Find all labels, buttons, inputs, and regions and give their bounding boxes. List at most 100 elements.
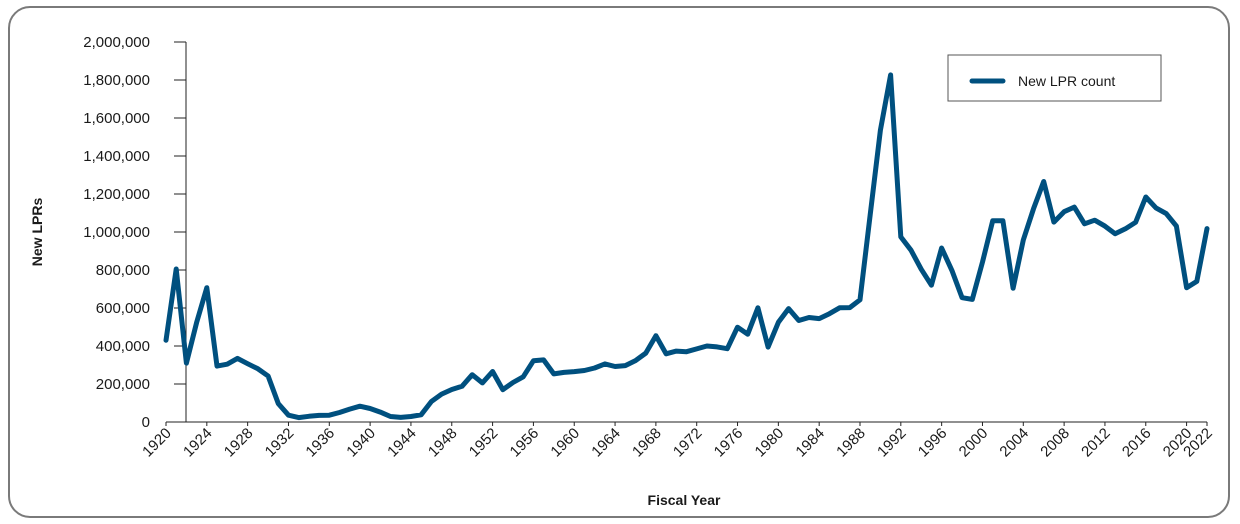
legend-label: New LPR count [1018, 73, 1115, 89]
data-point [848, 306, 852, 310]
data-point [950, 268, 954, 272]
data-point [1032, 207, 1035, 211]
x-tick-label: 1976 [711, 425, 747, 461]
data-point [695, 347, 699, 351]
data-point [940, 246, 944, 250]
data-point [389, 415, 392, 418]
x-tick-label: 2008 [1037, 425, 1073, 461]
data-point [572, 370, 576, 374]
x-tick-label: 1964 [588, 425, 624, 461]
x-tick-label: 1956 [507, 425, 543, 461]
y-tick-label: 1,400,000 [83, 148, 150, 165]
data-point [593, 366, 597, 370]
data-point [1093, 218, 1097, 222]
data-point [960, 296, 964, 300]
data-point [307, 414, 311, 418]
y-tick-label: 1,800,000 [83, 72, 150, 89]
y-tick-label: 2,000,000 [83, 34, 150, 51]
data-point [450, 388, 454, 391]
x-tick-label: 2012 [1078, 425, 1114, 461]
data-point [174, 267, 178, 271]
x-tick-label: 2016 [1119, 425, 1155, 461]
x-tick-label: 1924 [180, 425, 216, 461]
data-point [225, 362, 229, 366]
data-point [889, 73, 893, 77]
x-tick-label: 2000 [956, 425, 992, 461]
data-point [654, 334, 658, 338]
data-point [1185, 286, 1189, 290]
data-point [1164, 212, 1168, 216]
y-tick-label: 1,000,000 [83, 224, 150, 241]
data-point [1072, 205, 1076, 209]
series-layer [163, 72, 1210, 421]
x-tick-label: 1944 [384, 425, 420, 461]
data-point [919, 267, 923, 271]
x-tick-label: 1952 [466, 425, 502, 461]
data-point [634, 359, 637, 363]
data-point [858, 298, 862, 302]
data-point [1062, 210, 1066, 214]
data-point [664, 352, 668, 356]
data-point [787, 307, 791, 311]
data-point [429, 400, 433, 403]
data-point [817, 317, 821, 321]
data-point [746, 332, 750, 336]
x-tick-label: 1932 [262, 425, 298, 461]
data-point [1144, 195, 1148, 199]
data-point [797, 319, 801, 322]
data-point [674, 349, 678, 353]
data-point [725, 347, 729, 351]
x-tick-label: 1940 [343, 425, 379, 461]
data-point [827, 312, 831, 316]
x-tick-label: 1984 [792, 425, 828, 461]
data-point [776, 320, 780, 324]
y-tick-label: 0 [142, 414, 150, 431]
data-point [756, 306, 760, 310]
data-point [1205, 227, 1209, 231]
x-axis: 1920 1924 1928 1932 1936 1940 1944 1948 1952 1956… [139, 421, 1216, 461]
data-point [909, 248, 913, 252]
data-point [1021, 238, 1025, 242]
data-point [521, 375, 525, 379]
data-point [899, 235, 903, 239]
data-point [623, 364, 627, 368]
data-point [256, 367, 260, 371]
x-tick-label: 1960 [547, 425, 583, 461]
x-tick-label: 1936 [303, 425, 339, 461]
data-point [409, 415, 413, 418]
data-point [215, 364, 219, 368]
x-tick-label: 1988 [833, 425, 869, 461]
data-point [246, 362, 250, 366]
x-tick-label: 2004 [997, 425, 1033, 461]
data-point [1123, 227, 1127, 231]
y-axis: 0 200,000 400,000 600,000 800,000 1,000,000 1,… [83, 34, 187, 431]
data-point [460, 384, 464, 388]
y-tick-label: 400,000 [96, 338, 150, 355]
data-point [297, 416, 301, 420]
data-point [838, 306, 842, 310]
series-line-0 [163, 72, 1210, 421]
legend-box [947, 54, 1162, 102]
data-point [878, 128, 882, 132]
data-point [807, 316, 811, 319]
data-point [358, 404, 362, 408]
data-point [195, 321, 199, 325]
data-point [338, 411, 341, 414]
y-tick-label: 1,600,000 [83, 110, 150, 127]
data-point [287, 413, 290, 417]
y-axis-title: New LPRs [29, 198, 45, 267]
data-point [766, 345, 770, 349]
data-point [317, 413, 321, 417]
data-point [531, 359, 535, 363]
data-point [164, 338, 168, 342]
data-point [1011, 286, 1015, 290]
data-point [562, 370, 566, 374]
x-tick-label: 1948 [425, 425, 461, 461]
data-point [501, 388, 505, 392]
data-point [266, 374, 270, 378]
data-point [378, 410, 382, 414]
data-point [184, 361, 188, 365]
data-point [868, 213, 872, 217]
y-tick-label: 200,000 [96, 376, 150, 393]
data-point [981, 260, 984, 264]
